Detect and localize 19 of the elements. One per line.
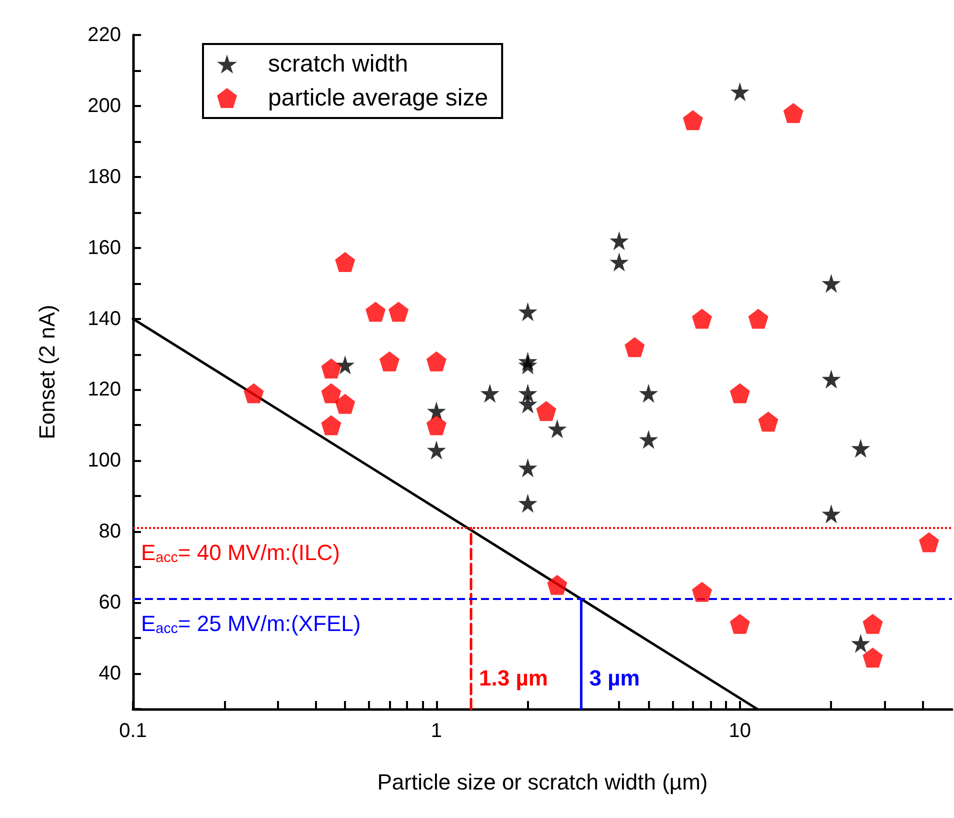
legend-label: scratch width (268, 50, 408, 78)
series-label: 1.3 µm (479, 666, 548, 690)
y-tick-label: 140 (88, 308, 121, 330)
x-tick-label: 0.1 (119, 720, 147, 742)
y-tick-label: 160 (88, 236, 121, 259)
x-tick-label: 10 (728, 720, 752, 742)
series-label: 3 µm (589, 666, 640, 690)
x-axis-title: Particle size or scratch width (µm) (377, 770, 708, 794)
y-tick-label: 200 (88, 94, 121, 117)
y-tick-label: 80 (98, 520, 121, 543)
y-tick-label: 40 (98, 662, 121, 685)
y-tick-label: 180 (88, 166, 121, 188)
x-tick-label: 1 (430, 720, 442, 742)
y-tick-label: 100 (88, 450, 121, 472)
y-tick-label: 220 (88, 24, 121, 46)
y-tick-label: 120 (88, 378, 121, 401)
legend-label: particle average size (268, 84, 488, 112)
y-axis-title: Eonset (2 nA) (34, 304, 60, 440)
y-tick-label: 60 (98, 592, 121, 614)
